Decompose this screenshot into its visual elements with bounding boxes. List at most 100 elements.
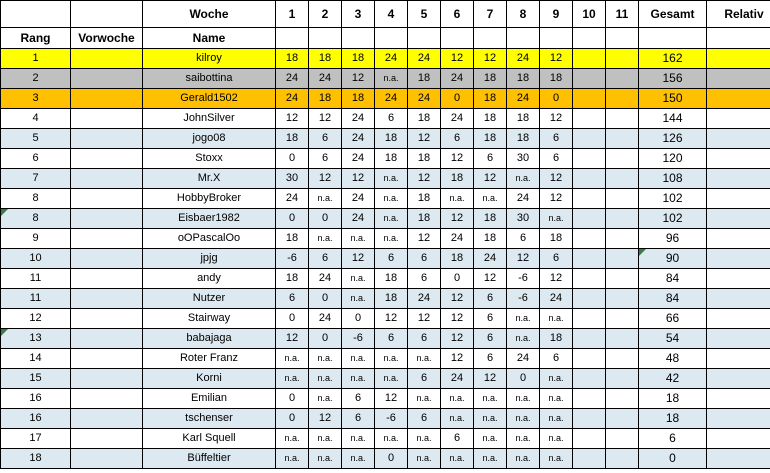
cell-week-8[interactable]: 24: [506, 348, 540, 369]
cell-week-3[interactable]: 18: [341, 48, 375, 69]
cell-week-8[interactable]: n.a.: [506, 428, 540, 449]
cell-week-9[interactable]: 12: [539, 108, 573, 129]
cell-week-1[interactable]: 24: [275, 88, 309, 109]
cell-week-2[interactable]: 6: [308, 248, 342, 269]
cell-relativ[interactable]: [706, 408, 770, 429]
cell-week-2[interactable]: 18: [308, 88, 342, 109]
cell-week-10[interactable]: [572, 308, 606, 329]
header-week-8[interactable]: 8: [506, 0, 540, 28]
cell-rang[interactable]: 8: [0, 208, 71, 229]
cell-week-4[interactable]: n.a.: [374, 68, 408, 89]
table-row[interactable]: 15 Korni n.a. n.a. n.a. n.a. 6 24 12 0 n.a. 42: [0, 368, 770, 389]
cell-rang[interactable]: 4: [0, 108, 71, 129]
cell-relativ[interactable]: [706, 268, 770, 289]
cell-name[interactable]: Mr.X: [142, 168, 276, 189]
cell-week-9[interactable]: n.a.: [539, 308, 573, 329]
cell-week-4[interactable]: n.a.: [374, 208, 408, 229]
cell-gesamt[interactable]: 42: [638, 368, 707, 389]
cell-name[interactable]: Emilian: [142, 388, 276, 409]
cell-week-11[interactable]: [605, 148, 639, 169]
cell-rang[interactable]: 10: [0, 248, 71, 269]
cell-vorwoche[interactable]: [70, 448, 143, 469]
cell-relativ[interactable]: [706, 228, 770, 249]
cell-relativ[interactable]: [706, 368, 770, 389]
cell-week-2[interactable]: n.a.: [308, 188, 342, 209]
cell-week-2[interactable]: 0: [308, 208, 342, 229]
cell-week-9[interactable]: 6: [539, 248, 573, 269]
cell-name[interactable]: andy: [142, 268, 276, 289]
cell-week-10[interactable]: [572, 388, 606, 409]
cell-gesamt[interactable]: 18: [638, 408, 707, 429]
cell-week-2[interactable]: 18: [308, 48, 342, 69]
cell-week-7[interactable]: n.a.: [473, 408, 507, 429]
table-row[interactable]: 8 HobbyBroker 24 n.a. 24 n.a. 18 n.a. n.a. 24 12 10…: [0, 188, 770, 209]
cell-week-10[interactable]: [572, 328, 606, 349]
cell-week-11[interactable]: [605, 88, 639, 109]
cell-week-4[interactable]: 12: [374, 308, 408, 329]
cell-week-2[interactable]: 24: [308, 268, 342, 289]
cell-relativ[interactable]: [706, 428, 770, 449]
cell-week-5[interactable]: 6: [407, 248, 441, 269]
cell-week-4[interactable]: 6: [374, 108, 408, 129]
cell-week-10[interactable]: [572, 268, 606, 289]
cell-week-5[interactable]: 24: [407, 48, 441, 69]
cell-relativ[interactable]: [706, 448, 770, 469]
cell-week-5[interactable]: 18: [407, 188, 441, 209]
cell-rang[interactable]: 13: [0, 328, 71, 349]
cell-week-6[interactable]: 18: [440, 168, 474, 189]
cell-relativ[interactable]: [706, 68, 770, 89]
cell-week-1[interactable]: 0: [275, 208, 309, 229]
cell-gesamt[interactable]: 162: [638, 48, 707, 69]
cell-week-2[interactable]: n.a.: [308, 448, 342, 469]
cell-gesamt[interactable]: 102: [638, 208, 707, 229]
cell-week-7[interactable]: 24: [473, 248, 507, 269]
cell-week-3[interactable]: 0: [341, 308, 375, 329]
cell-relativ[interactable]: [706, 128, 770, 149]
cell-rang[interactable]: 7: [0, 168, 71, 189]
cell-relativ[interactable]: [706, 328, 770, 349]
cell-week-7[interactable]: 18: [473, 208, 507, 229]
cell-week-5[interactable]: 12: [407, 228, 441, 249]
cell-week-7[interactable]: n.a.: [473, 428, 507, 449]
cell-week-4[interactable]: n.a.: [374, 348, 408, 369]
cell-week-2[interactable]: 12: [308, 108, 342, 129]
cell-week-3[interactable]: n.a.: [341, 228, 375, 249]
cell-week-10[interactable]: [572, 208, 606, 229]
cell-week-4[interactable]: -6: [374, 408, 408, 429]
cell-week-5[interactable]: 6: [407, 328, 441, 349]
cell-week-8[interactable]: n.a.: [506, 388, 540, 409]
cell-week-7[interactable]: 18: [473, 228, 507, 249]
cell-week-3[interactable]: n.a.: [341, 288, 375, 309]
cell-week-6[interactable]: 12: [440, 208, 474, 229]
cell-week-10[interactable]: [572, 48, 606, 69]
cell-week-10[interactable]: [572, 448, 606, 469]
cell-week-5[interactable]: 18: [407, 148, 441, 169]
cell-week-4[interactable]: 6: [374, 248, 408, 269]
cell-week-8[interactable]: 30: [506, 148, 540, 169]
cell-vorwoche[interactable]: [70, 148, 143, 169]
cell-week-10[interactable]: [572, 368, 606, 389]
cell-week-5[interactable]: 24: [407, 288, 441, 309]
cell-week-4[interactable]: 6: [374, 328, 408, 349]
cell-vorwoche[interactable]: [70, 208, 143, 229]
cell-relativ[interactable]: [706, 208, 770, 229]
cell-vorwoche[interactable]: [70, 228, 143, 249]
cell-vorwoche[interactable]: [70, 428, 143, 449]
cell-week-1[interactable]: n.a.: [275, 428, 309, 449]
cell-week-11[interactable]: [605, 368, 639, 389]
cell-week-6[interactable]: 6: [440, 428, 474, 449]
cell-rang[interactable]: 15: [0, 368, 71, 389]
cell-week-5[interactable]: 18: [407, 108, 441, 129]
cell-vorwoche[interactable]: [70, 328, 143, 349]
cell-week-11[interactable]: [605, 128, 639, 149]
cell-week-7[interactable]: 12: [473, 168, 507, 189]
cell-week-3[interactable]: 12: [341, 168, 375, 189]
header-rang[interactable]: Rang: [0, 27, 71, 49]
cell-week-8[interactable]: n.a.: [506, 168, 540, 189]
header-name[interactable]: Name: [142, 27, 276, 49]
cell-week-8[interactable]: 6: [506, 228, 540, 249]
cell-week-4[interactable]: 0: [374, 448, 408, 469]
cell-week-10[interactable]: [572, 108, 606, 129]
cell-vorwoche[interactable]: [70, 308, 143, 329]
cell-week-10[interactable]: [572, 68, 606, 89]
